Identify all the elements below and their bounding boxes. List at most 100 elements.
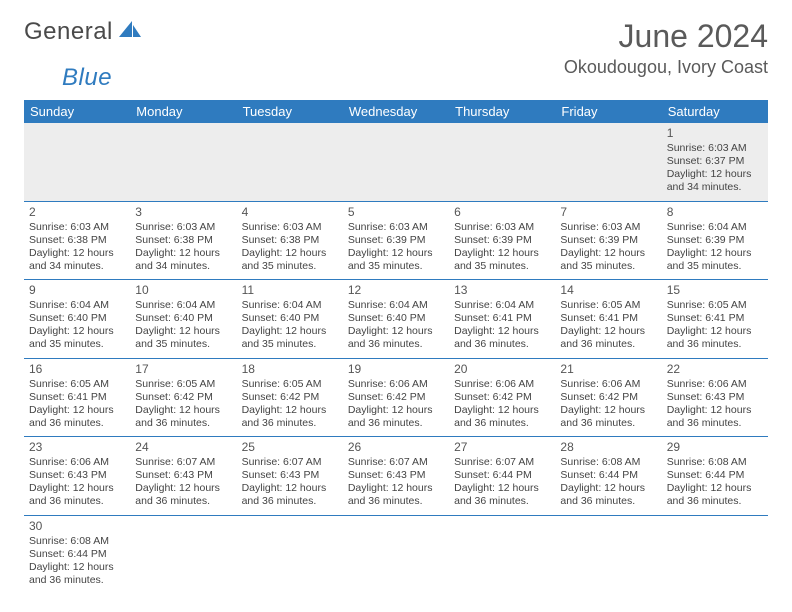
brand-logo: General [24,18,143,46]
day-number: 23 [29,440,125,455]
day-cell: 6Sunrise: 6:03 AMSunset: 6:39 PMDaylight… [449,201,555,280]
sunset-line: Sunset: 6:41 PM [560,312,656,325]
day-cell: 16Sunrise: 6:05 AMSunset: 6:41 PMDayligh… [24,358,130,437]
sunrise-line: Sunrise: 6:05 AM [560,299,656,312]
sunset-line: Sunset: 6:37 PM [667,155,763,168]
day-number: 7 [560,205,656,220]
daylight-line: Daylight: 12 hours and 36 minutes. [29,482,125,508]
sunrise-line: Sunrise: 6:04 AM [348,299,444,312]
day-header: Sunday [24,100,130,123]
calendar-header-row: SundayMondayTuesdayWednesdayThursdayFrid… [24,100,768,123]
day-number: 1 [667,126,763,141]
day-cell: 18Sunrise: 6:05 AMSunset: 6:42 PMDayligh… [237,358,343,437]
sunrise-line: Sunrise: 6:05 AM [242,378,338,391]
empty-cell [555,123,661,201]
day-cell: 8Sunrise: 6:04 AMSunset: 6:39 PMDaylight… [662,201,768,280]
day-cell: 3Sunrise: 6:03 AMSunset: 6:38 PMDaylight… [130,201,236,280]
sunrise-line: Sunrise: 6:06 AM [29,456,125,469]
empty-cell [237,123,343,201]
month-title: June 2024 [564,18,768,55]
sunrise-line: Sunrise: 6:03 AM [348,221,444,234]
daylight-line: Daylight: 12 hours and 36 minutes. [667,404,763,430]
daylight-line: Daylight: 12 hours and 36 minutes. [454,325,550,351]
day-number: 27 [454,440,550,455]
empty-cell [343,123,449,201]
day-cell: 24Sunrise: 6:07 AMSunset: 6:43 PMDayligh… [130,437,236,516]
daylight-line: Daylight: 12 hours and 36 minutes. [242,404,338,430]
sunrise-line: Sunrise: 6:07 AM [348,456,444,469]
day-number: 17 [135,362,231,377]
title-block: June 2024 Okoudougou, Ivory Coast [564,18,768,78]
sunset-line: Sunset: 6:42 PM [135,391,231,404]
sunset-line: Sunset: 6:38 PM [135,234,231,247]
daylight-line: Daylight: 12 hours and 36 minutes. [135,482,231,508]
day-number: 14 [560,283,656,298]
day-cell: 1Sunrise: 6:03 AMSunset: 6:37 PMDaylight… [662,123,768,201]
sunrise-line: Sunrise: 6:03 AM [242,221,338,234]
sunset-line: Sunset: 6:42 PM [454,391,550,404]
day-cell: 7Sunrise: 6:03 AMSunset: 6:39 PMDaylight… [555,201,661,280]
day-header: Wednesday [343,100,449,123]
sunset-line: Sunset: 6:43 PM [667,391,763,404]
day-number: 29 [667,440,763,455]
sunset-line: Sunset: 6:40 PM [242,312,338,325]
sunset-line: Sunset: 6:40 PM [135,312,231,325]
sunset-line: Sunset: 6:42 PM [242,391,338,404]
sunrise-line: Sunrise: 6:04 AM [135,299,231,312]
day-number: 19 [348,362,444,377]
sunset-line: Sunset: 6:42 PM [560,391,656,404]
brand-text-1: General [24,18,113,46]
day-number: 30 [29,519,125,534]
sunset-line: Sunset: 6:41 PM [29,391,125,404]
sunrise-line: Sunrise: 6:08 AM [29,535,125,548]
calendar-week: 30Sunrise: 6:08 AMSunset: 6:44 PMDayligh… [24,515,768,593]
sunrise-line: Sunrise: 6:03 AM [29,221,125,234]
empty-cell [237,515,343,593]
daylight-line: Daylight: 12 hours and 36 minutes. [667,325,763,351]
daylight-line: Daylight: 12 hours and 36 minutes. [560,325,656,351]
day-number: 3 [135,205,231,220]
sunset-line: Sunset: 6:39 PM [454,234,550,247]
calendar-table: SundayMondayTuesdayWednesdayThursdayFrid… [24,100,768,593]
day-header: Saturday [662,100,768,123]
calendar-week: 1Sunrise: 6:03 AMSunset: 6:37 PMDaylight… [24,123,768,201]
daylight-line: Daylight: 12 hours and 36 minutes. [454,482,550,508]
daylight-line: Daylight: 12 hours and 35 minutes. [242,247,338,273]
day-cell: 29Sunrise: 6:08 AMSunset: 6:44 PMDayligh… [662,437,768,516]
empty-cell [662,515,768,593]
sunset-line: Sunset: 6:41 PM [667,312,763,325]
day-cell: 9Sunrise: 6:04 AMSunset: 6:40 PMDaylight… [24,280,130,359]
daylight-line: Daylight: 12 hours and 36 minutes. [242,482,338,508]
sunrise-line: Sunrise: 6:04 AM [242,299,338,312]
sunrise-line: Sunrise: 6:04 AM [454,299,550,312]
sunrise-line: Sunrise: 6:05 AM [29,378,125,391]
empty-cell [449,515,555,593]
calendar-week: 9Sunrise: 6:04 AMSunset: 6:40 PMDaylight… [24,280,768,359]
sunrise-line: Sunrise: 6:05 AM [667,299,763,312]
daylight-line: Daylight: 12 hours and 36 minutes. [348,482,444,508]
sunrise-line: Sunrise: 6:07 AM [454,456,550,469]
day-cell: 4Sunrise: 6:03 AMSunset: 6:38 PMDaylight… [237,201,343,280]
daylight-line: Daylight: 12 hours and 34 minutes. [29,247,125,273]
day-number: 21 [560,362,656,377]
day-number: 24 [135,440,231,455]
sunset-line: Sunset: 6:39 PM [348,234,444,247]
sunset-line: Sunset: 6:43 PM [348,469,444,482]
daylight-line: Daylight: 12 hours and 36 minutes. [135,404,231,430]
sunrise-line: Sunrise: 6:05 AM [135,378,231,391]
day-cell: 13Sunrise: 6:04 AMSunset: 6:41 PMDayligh… [449,280,555,359]
day-cell: 21Sunrise: 6:06 AMSunset: 6:42 PMDayligh… [555,358,661,437]
day-cell: 27Sunrise: 6:07 AMSunset: 6:44 PMDayligh… [449,437,555,516]
sunset-line: Sunset: 6:40 PM [29,312,125,325]
calendar-week: 23Sunrise: 6:06 AMSunset: 6:43 PMDayligh… [24,437,768,516]
day-cell: 19Sunrise: 6:06 AMSunset: 6:42 PMDayligh… [343,358,449,437]
daylight-line: Daylight: 12 hours and 36 minutes. [454,404,550,430]
daylight-line: Daylight: 12 hours and 35 minutes. [560,247,656,273]
sunset-line: Sunset: 6:38 PM [242,234,338,247]
day-number: 18 [242,362,338,377]
sunset-line: Sunset: 6:40 PM [348,312,444,325]
sunset-line: Sunset: 6:44 PM [454,469,550,482]
sunrise-line: Sunrise: 6:03 AM [667,142,763,155]
empty-cell [130,123,236,201]
day-number: 10 [135,283,231,298]
